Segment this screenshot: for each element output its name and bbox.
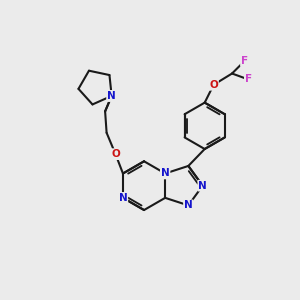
Text: O: O [111, 149, 120, 159]
Text: N: N [118, 193, 127, 203]
Text: F: F [241, 56, 248, 66]
Text: N: N [107, 91, 116, 101]
Text: N: N [161, 169, 170, 178]
Text: F: F [245, 74, 252, 85]
Text: N: N [107, 91, 116, 101]
Text: N: N [184, 200, 193, 210]
Text: O: O [209, 80, 218, 90]
Text: N: N [198, 181, 207, 191]
